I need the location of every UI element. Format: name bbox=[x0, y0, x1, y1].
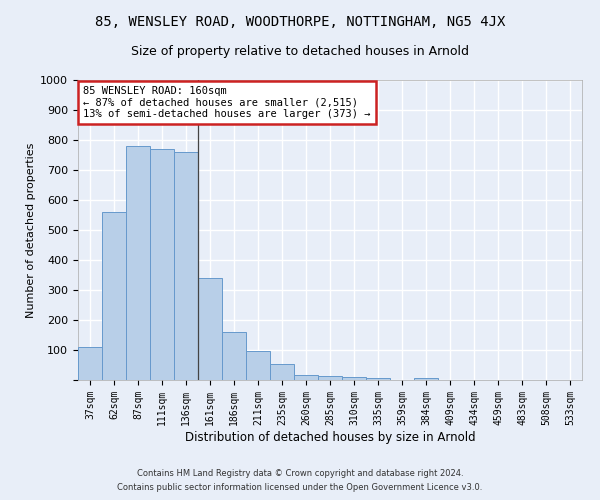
Bar bbox=[102, 212, 126, 380]
Bar bbox=[78, 347, 102, 380]
Bar bbox=[366, 378, 390, 380]
Bar bbox=[318, 376, 342, 380]
Text: Contains public sector information licensed under the Open Government Licence v3: Contains public sector information licen… bbox=[118, 484, 482, 492]
Bar bbox=[294, 374, 318, 380]
Bar bbox=[174, 152, 198, 380]
Bar bbox=[198, 278, 222, 380]
Bar bbox=[222, 332, 246, 380]
Bar bbox=[342, 377, 366, 380]
Text: Contains HM Land Registry data © Crown copyright and database right 2024.: Contains HM Land Registry data © Crown c… bbox=[137, 468, 463, 477]
X-axis label: Distribution of detached houses by size in Arnold: Distribution of detached houses by size … bbox=[185, 430, 475, 444]
Text: Size of property relative to detached houses in Arnold: Size of property relative to detached ho… bbox=[131, 45, 469, 58]
Bar bbox=[270, 364, 294, 380]
Text: 85, WENSLEY ROAD, WOODTHORPE, NOTTINGHAM, NG5 4JX: 85, WENSLEY ROAD, WOODTHORPE, NOTTINGHAM… bbox=[95, 15, 505, 29]
Bar bbox=[246, 351, 270, 380]
Bar bbox=[414, 378, 438, 380]
Bar bbox=[126, 146, 150, 380]
Text: 85 WENSLEY ROAD: 160sqm
← 87% of detached houses are smaller (2,515)
13% of semi: 85 WENSLEY ROAD: 160sqm ← 87% of detache… bbox=[83, 86, 371, 119]
Bar bbox=[150, 149, 174, 380]
Y-axis label: Number of detached properties: Number of detached properties bbox=[26, 142, 36, 318]
